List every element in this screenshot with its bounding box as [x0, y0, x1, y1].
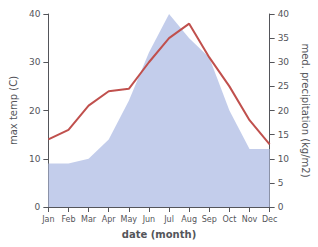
- svg-text:Mar: Mar: [81, 215, 97, 224]
- svg-text:40: 40: [29, 9, 41, 19]
- svg-text:Apr: Apr: [102, 215, 117, 224]
- svg-text:20: 20: [29, 106, 41, 116]
- svg-text:May: May: [121, 215, 138, 224]
- svg-text:Aug: Aug: [181, 215, 197, 224]
- svg-text:0: 0: [278, 202, 284, 212]
- svg-text:10: 10: [278, 154, 290, 164]
- svg-text:Dec: Dec: [262, 215, 277, 224]
- svg-text:20: 20: [278, 106, 290, 116]
- svg-text:10: 10: [29, 154, 41, 164]
- svg-text:Oct: Oct: [222, 215, 236, 224]
- svg-text:max temp (C): max temp (C): [8, 76, 19, 145]
- svg-text:30: 30: [29, 57, 41, 67]
- svg-text:Sep: Sep: [202, 215, 217, 224]
- svg-text:med. precipitation (kg/m2): med. precipitation (kg/m2): [300, 43, 311, 177]
- svg-text:Feb: Feb: [61, 215, 75, 224]
- svg-text:date (month): date (month): [122, 229, 196, 240]
- svg-text:35: 35: [278, 33, 289, 43]
- svg-text:Jun: Jun: [142, 215, 156, 224]
- svg-text:Jan: Jan: [41, 215, 54, 224]
- svg-text:5: 5: [278, 178, 284, 188]
- svg-text:15: 15: [278, 130, 289, 140]
- svg-text:30: 30: [278, 57, 290, 67]
- svg-text:0: 0: [35, 202, 41, 212]
- svg-text:Nov: Nov: [242, 215, 258, 224]
- svg-text:25: 25: [278, 81, 289, 91]
- svg-text:Jul: Jul: [163, 215, 174, 224]
- svg-text:40: 40: [278, 9, 290, 19]
